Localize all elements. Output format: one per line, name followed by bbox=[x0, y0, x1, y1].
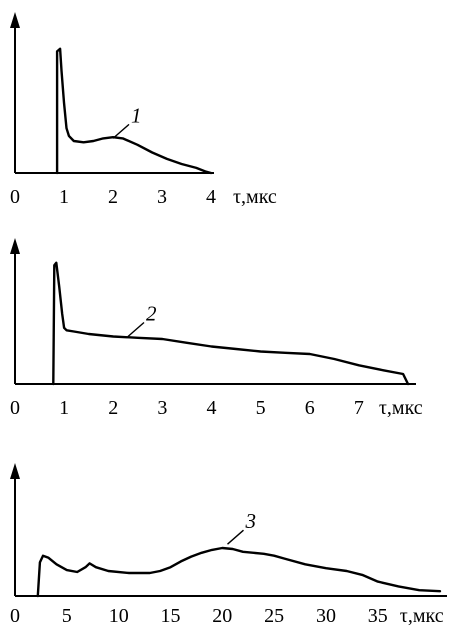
y-axis-arrow bbox=[10, 463, 20, 479]
x-tick-label: 20 bbox=[212, 605, 232, 627]
curve-label-leader bbox=[127, 321, 145, 338]
y-axis-arrow bbox=[10, 12, 20, 28]
x-tick-label: 3 bbox=[157, 186, 167, 208]
curve-1 bbox=[55, 47, 213, 175]
x-tick-label: 3 bbox=[157, 397, 167, 419]
panel-2: 0 1 2 3 4 5 6 7 τ,мкс 2 bbox=[10, 238, 423, 419]
x-tick-label: 0 bbox=[10, 605, 20, 627]
x-tick-label: 2 bbox=[108, 186, 118, 208]
x-tick-label: 1 bbox=[59, 186, 69, 208]
curve-2 bbox=[52, 261, 410, 386]
panel-3: 0 5 10 15 20 25 30 35 τ,мкс 3 bbox=[10, 463, 447, 627]
x-tick-label: 5 bbox=[256, 397, 266, 419]
x-tick-label: 35 bbox=[368, 605, 388, 627]
x-tick-label: 2 bbox=[108, 397, 118, 419]
x-unit-label: τ,мкс bbox=[400, 605, 444, 627]
x-tick-label: 30 bbox=[316, 605, 336, 627]
y-axis-arrow bbox=[10, 238, 20, 254]
x-tick-label: 1 bbox=[59, 397, 69, 419]
curve-label-1: 1 bbox=[131, 103, 142, 127]
x-tick-label: 0 bbox=[10, 186, 20, 208]
x-tick-label: 4 bbox=[207, 397, 217, 419]
curve-3 bbox=[36, 546, 442, 598]
panel-1: 0 1 2 3 4 τ,мкс 1 bbox=[10, 12, 277, 208]
x-tick-label: 7 bbox=[354, 397, 364, 419]
x-unit-label: τ,мкс bbox=[233, 186, 277, 208]
x-tick-label: 10 bbox=[109, 605, 129, 627]
curve-label-2: 2 bbox=[146, 302, 157, 326]
x-tick-label: 5 bbox=[62, 605, 72, 627]
x-tick-label: 25 bbox=[264, 605, 284, 627]
x-tick-label: 0 bbox=[10, 397, 20, 419]
x-tick-label: 6 bbox=[305, 397, 315, 419]
x-unit-label: τ,мкс bbox=[379, 397, 423, 419]
curve-label-leader bbox=[227, 529, 244, 545]
x-tick-label: 4 bbox=[206, 186, 216, 208]
curve-label-leader bbox=[112, 123, 130, 139]
curve-label-3: 3 bbox=[245, 509, 257, 533]
x-tick-label: 15 bbox=[161, 605, 181, 627]
